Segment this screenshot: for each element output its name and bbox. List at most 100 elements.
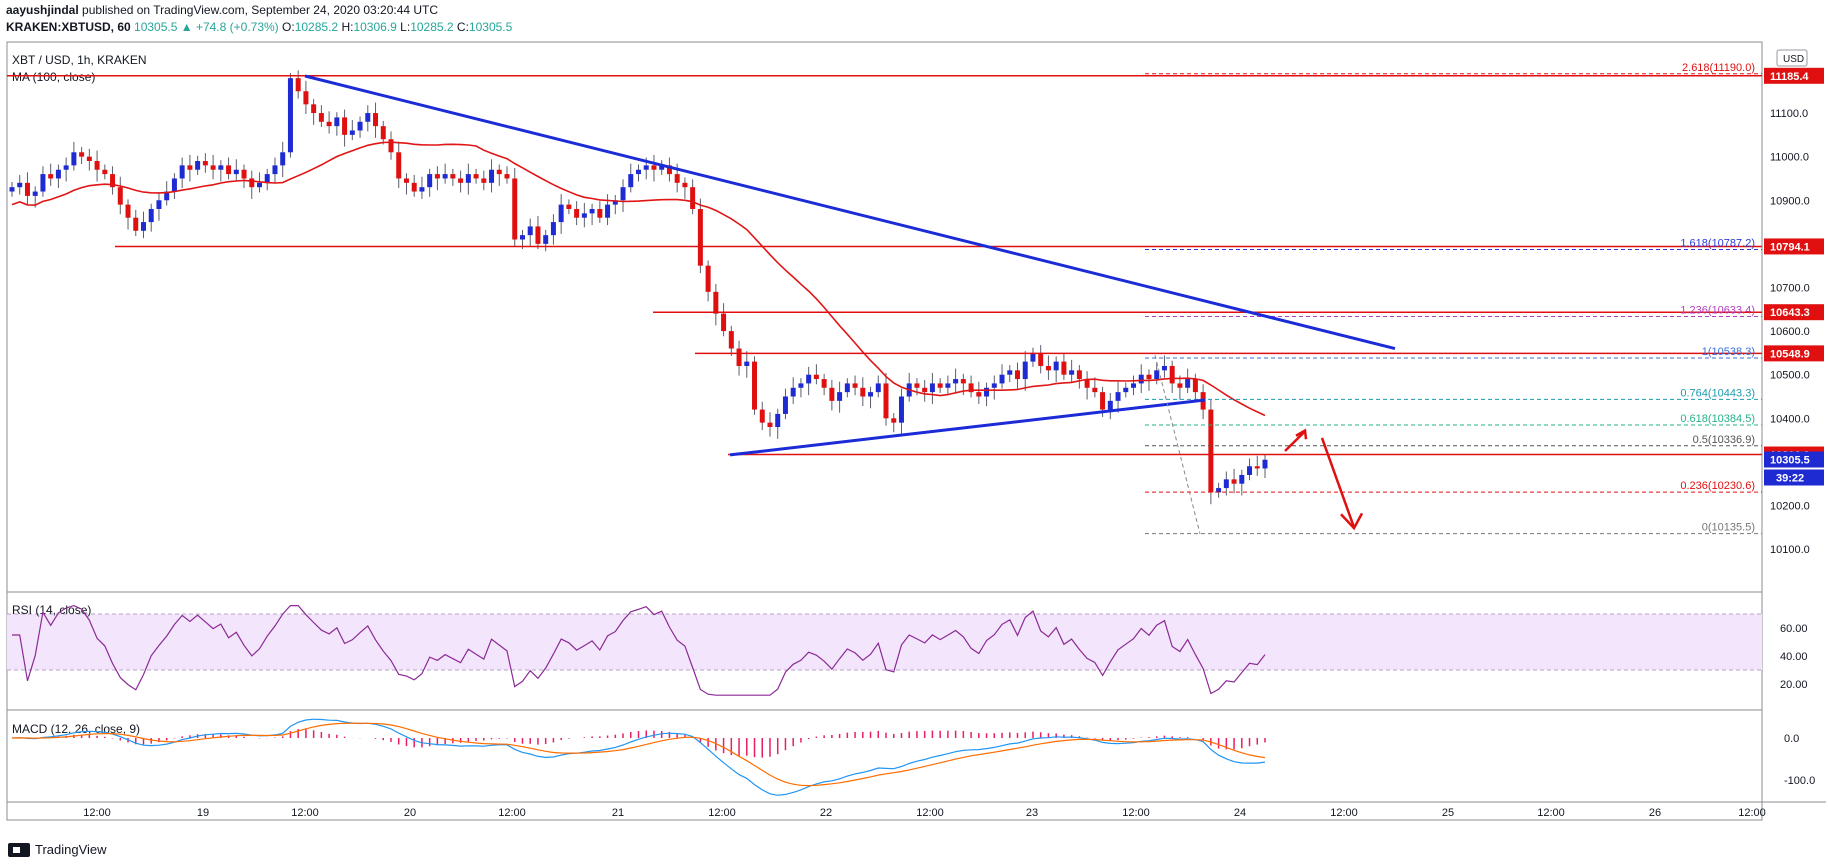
candle-body bbox=[1100, 392, 1106, 410]
fib-level-label: 2.618(11190.0) bbox=[1682, 62, 1755, 74]
candle-body bbox=[806, 374, 812, 384]
plot-frame bbox=[6, 41, 1763, 821]
candle-body bbox=[411, 182, 417, 192]
candle-body bbox=[458, 178, 464, 183]
fib-level-label: 1.618(10787.2) bbox=[1680, 237, 1755, 249]
candle-body bbox=[527, 226, 533, 236]
currency-badge bbox=[1776, 49, 1808, 67]
candle-body bbox=[558, 204, 564, 223]
candle-body bbox=[728, 331, 734, 349]
candle-body bbox=[612, 200, 618, 205]
candle-body bbox=[71, 152, 77, 166]
candle-body bbox=[829, 387, 835, 401]
candle-body bbox=[883, 383, 889, 419]
high-value: 10306.9 bbox=[353, 20, 397, 34]
y-tick-label: 10600.0 bbox=[1770, 326, 1810, 338]
candle-body bbox=[171, 178, 177, 192]
currency-label: USD bbox=[1783, 54, 1804, 65]
symbol-label: KRAKEN:XBTUSD, 60 bbox=[6, 20, 131, 34]
candle-body bbox=[597, 208, 603, 218]
candle-body bbox=[504, 174, 510, 179]
price-tag bbox=[1764, 345, 1824, 362]
candle-body bbox=[705, 265, 711, 292]
candle-body bbox=[891, 418, 897, 423]
candle-body bbox=[233, 169, 239, 175]
candle-body bbox=[690, 187, 696, 209]
x-tick-label: 12:00 bbox=[708, 807, 736, 819]
candle-body bbox=[519, 235, 525, 240]
y-tick-label: 10900.0 bbox=[1770, 195, 1810, 207]
countdown-tag bbox=[1764, 469, 1824, 486]
candle-body bbox=[1007, 370, 1013, 375]
y-tick-label: 10200.0 bbox=[1770, 501, 1810, 513]
candle-body bbox=[790, 387, 796, 397]
candle-body bbox=[636, 169, 641, 175]
arrow-down-head bbox=[1340, 512, 1364, 531]
candle-body bbox=[945, 383, 951, 388]
x-tick-label: 12:00 bbox=[916, 807, 944, 819]
candle-body bbox=[1216, 488, 1222, 493]
candle-body bbox=[1138, 374, 1144, 384]
candle-body bbox=[1177, 383, 1183, 388]
candle-body bbox=[396, 152, 402, 179]
candle-body bbox=[929, 383, 935, 393]
rsi-band bbox=[7, 614, 1762, 670]
candle-body bbox=[643, 165, 649, 170]
candle-body bbox=[311, 104, 317, 114]
candle-body bbox=[403, 178, 409, 183]
candle-body bbox=[257, 182, 263, 188]
price-tag-label: 10643.3 bbox=[1770, 307, 1810, 319]
fib-level-label: 0.618(10384.5) bbox=[1680, 413, 1755, 425]
candle-body bbox=[427, 174, 433, 188]
candle-body bbox=[55, 169, 61, 179]
arrow-up-head bbox=[1295, 428, 1308, 440]
candle-body bbox=[133, 217, 139, 231]
candle-body bbox=[852, 383, 858, 388]
candle-body bbox=[860, 387, 866, 397]
fib-level-label: 1.236(10633.4) bbox=[1680, 305, 1755, 317]
arrow-up-segment bbox=[1284, 430, 1306, 452]
x-tick-label: 12:00 bbox=[1122, 807, 1150, 819]
candle-body bbox=[1069, 370, 1075, 375]
candle-body bbox=[1030, 352, 1036, 362]
y-tick-label: 10500.0 bbox=[1770, 370, 1810, 382]
candle-body bbox=[280, 152, 286, 166]
candle-body bbox=[110, 174, 116, 188]
candle-body bbox=[713, 291, 719, 314]
candle-body bbox=[1092, 387, 1098, 393]
candle-body bbox=[875, 383, 881, 393]
candle-body bbox=[744, 361, 750, 366]
candle-body bbox=[736, 348, 742, 366]
candle-body bbox=[837, 392, 843, 401]
low-value: 10285.2 bbox=[410, 20, 454, 34]
candle-body bbox=[318, 113, 324, 122]
candle-body bbox=[334, 117, 340, 127]
fib-level-label: 0(10135.5) bbox=[1702, 522, 1755, 534]
x-tick-label: 12:00 bbox=[1330, 807, 1358, 819]
author-name[interactable]: aayushjindal bbox=[6, 3, 79, 17]
open-value: 10285.2 bbox=[294, 20, 339, 34]
x-tick-label: 22 bbox=[820, 807, 832, 819]
candle-body bbox=[48, 174, 54, 179]
candle-body bbox=[659, 165, 665, 170]
footer: TradingView bbox=[8, 842, 107, 857]
candle-body bbox=[550, 222, 556, 236]
candle-body bbox=[767, 422, 773, 428]
candle-body bbox=[1123, 387, 1129, 393]
candle-body bbox=[202, 161, 208, 166]
candle-body bbox=[798, 383, 804, 388]
candle-body bbox=[1239, 474, 1245, 484]
candle-body bbox=[674, 174, 680, 183]
candle-body bbox=[976, 392, 982, 397]
candle-body bbox=[651, 165, 657, 170]
candle-body bbox=[226, 165, 232, 175]
y-tick-label: 10700.0 bbox=[1770, 282, 1810, 294]
candle-body bbox=[1022, 361, 1028, 380]
fib-anchor-line bbox=[1154, 354, 1201, 534]
candle-body bbox=[1084, 379, 1090, 388]
candle-body bbox=[249, 178, 255, 188]
candle-body bbox=[24, 182, 30, 196]
footer-brand[interactable]: TradingView bbox=[35, 842, 107, 857]
candle-body bbox=[218, 165, 224, 170]
